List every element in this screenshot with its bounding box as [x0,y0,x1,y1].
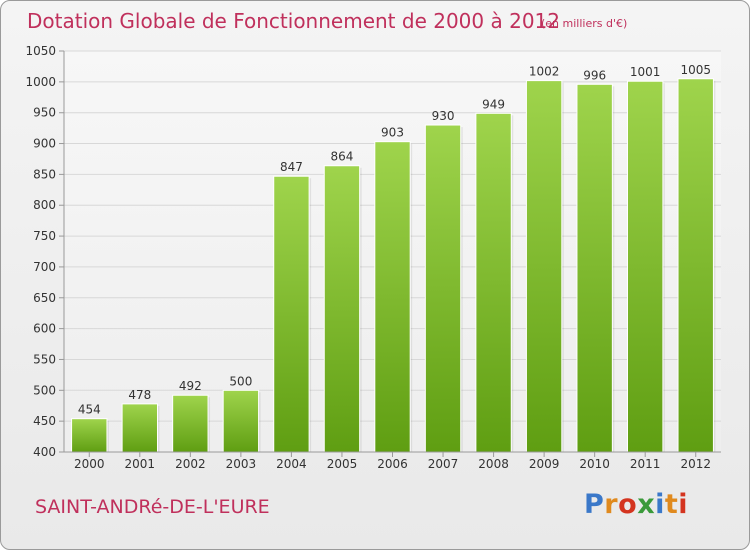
bar [525,80,563,453]
brand-letter: i [655,489,665,520]
data-label: 847 [280,160,303,174]
data-label: 1002 [529,65,560,79]
data-label: 903 [381,126,404,140]
y-tick-label: 900 [33,137,56,151]
y-tick-label: 850 [33,167,56,181]
data-label: 996 [583,68,606,82]
y-tick-label: 950 [33,106,56,120]
y-tick-label: 400 [33,445,56,459]
chart-title: Dotation Globale de Fonctionnement de 20… [27,9,560,33]
y-tick-label: 450 [33,414,56,428]
y-tick-label: 750 [33,229,56,243]
proxiti-logo[interactable]: Proxiti [584,489,688,520]
x-tick-label: 2012 [680,457,711,471]
y-tick-label: 500 [33,383,56,397]
data-label: 500 [229,374,252,388]
brand-letter: i [678,489,689,520]
bar [424,124,462,453]
brand-letter: o [618,489,638,520]
bar [71,418,108,453]
y-tick-label: 650 [33,291,56,305]
x-tick-label: 2004 [276,457,307,471]
x-tick-label: 2008 [478,457,509,471]
x-tick-label: 2003 [226,457,257,471]
x-tick-label: 2001 [125,457,156,471]
x-tick-label: 2011 [630,457,661,471]
brand-letter: P [584,489,605,520]
x-tick-label: 2010 [579,457,610,471]
axes: 400 450 500 550 600 650 700 750 800 850 900 950 1000… [25,44,721,471]
data-label: 492 [179,379,202,393]
chart-unit: (en milliers d'€) [541,17,628,30]
data-label: 454 [78,403,101,417]
data-label: 478 [128,388,151,402]
data-label: 864 [331,150,354,164]
brand-letter: r [604,489,619,520]
data-label: 1005 [680,63,711,77]
y-tick-label: 800 [33,198,56,212]
data-label: 949 [482,97,505,111]
bar [323,165,361,453]
bar [222,389,260,453]
commune-name: SAINT-ANDRé-DE-L'EURE [35,496,270,518]
brand-letter: x [637,489,656,520]
bar [677,78,714,453]
y-tick-label: 700 [33,260,56,274]
y-tick-label: 550 [33,352,56,366]
data-label: 930 [432,109,455,123]
bars [71,78,716,453]
x-tick-label: 2007 [428,457,459,471]
x-tick-label: 2005 [327,457,358,471]
bar [576,83,613,453]
brand-letter: t [664,489,679,520]
x-tick-label: 2002 [175,457,206,471]
x-tick-label: 2009 [529,457,560,471]
x-tick-label: 2006 [377,457,408,471]
y-tick-label: 1000 [25,75,56,89]
data-label: 1001 [630,65,661,79]
x-tick-label: 2000 [74,457,105,471]
bar [121,403,158,453]
y-tick-label: 1050 [25,44,56,58]
bar [172,394,209,453]
bar [273,175,310,453]
bar [374,141,411,453]
y-tick-label: 600 [33,322,56,336]
bar [627,80,664,453]
data-labels: 454 478 492 500 847 864 903 930 949 1002 996 1001 10… [78,63,711,417]
bar [475,112,512,453]
